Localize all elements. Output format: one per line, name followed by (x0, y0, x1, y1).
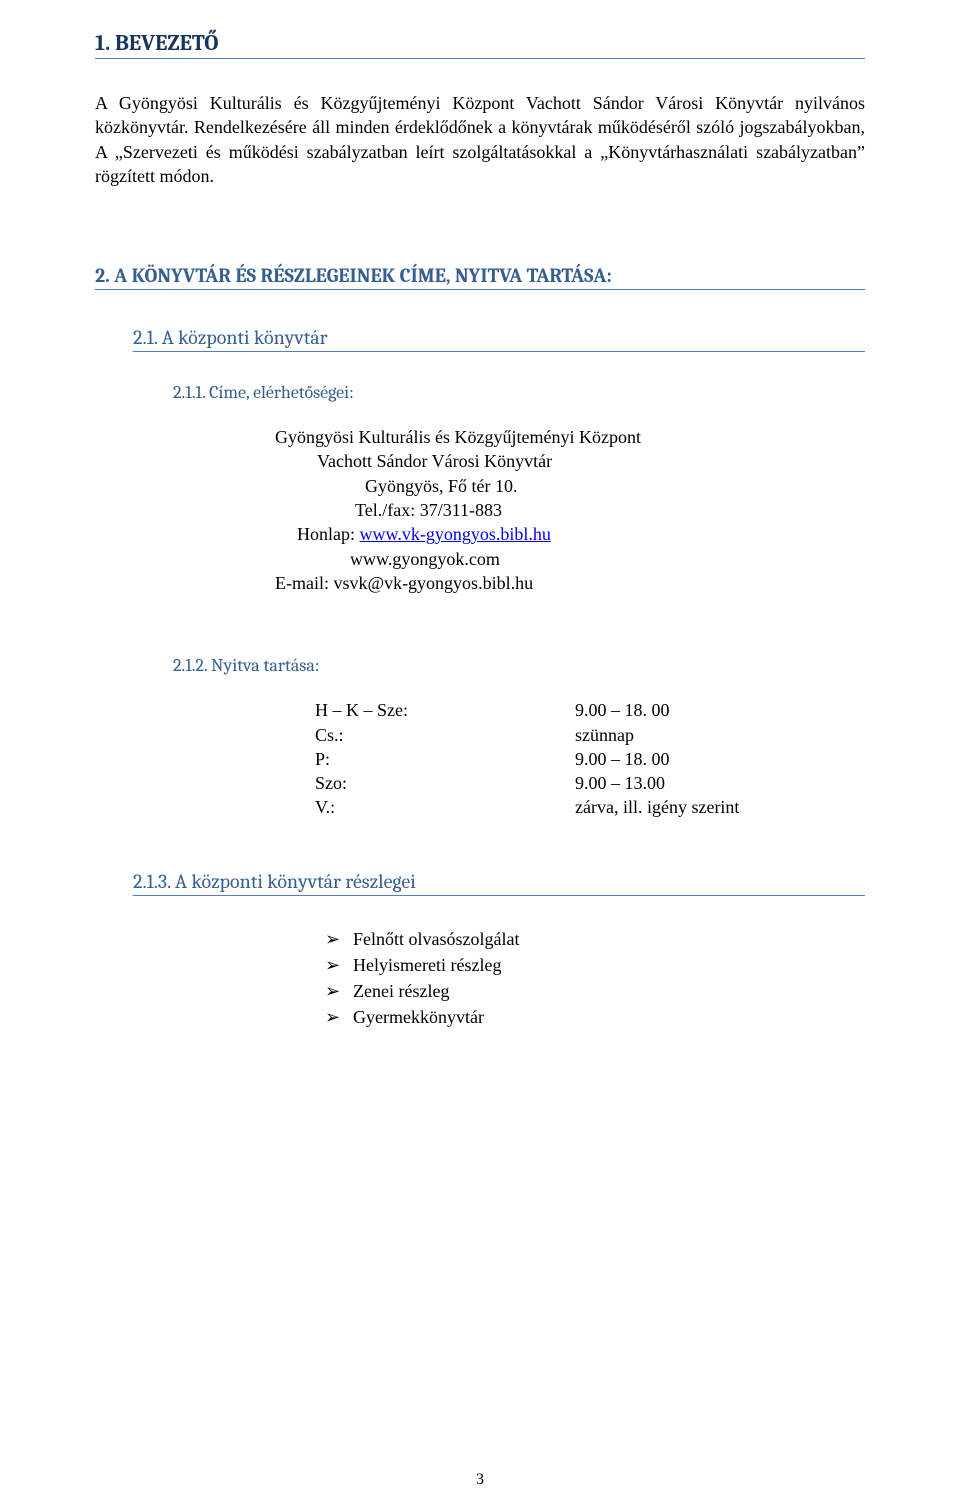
bullet-icon: ➢ (325, 978, 353, 1004)
contact-line-7: E-mail: vsvk@vk-gyongyos.bibl.hu (275, 571, 865, 595)
list-item: ➢ Helyismereti részleg (325, 952, 865, 978)
hours-day: Cs.: (315, 723, 575, 747)
section-1-title: 1. BEVEZETŐ (95, 30, 865, 59)
bullet-icon: ➢ (325, 1004, 353, 1030)
contact-line-5: Honlap: www.vk-gyongyos.bibl.hu (275, 522, 865, 546)
hours-time: 9.00 – 18. 00 (575, 747, 670, 771)
contact-block: Gyöngyösi Kulturális és Közgyűjteményi K… (275, 425, 865, 595)
section-2-1-3-title: 2.1.3. A központi könyvtár részlegei (133, 870, 865, 896)
list-item-text: Felnőtt olvasószolgálat (353, 926, 519, 952)
opening-hours: H – K – Sze: 9.00 – 18. 00 Cs.: szünnap … (315, 698, 865, 819)
section-2-1-title: 2.1. A központi könyvtár (133, 326, 865, 352)
list-item: ➢ Felnőtt olvasószolgálat (325, 926, 865, 952)
contact-line-3: Gyöngyös, Fő tér 10. (275, 474, 865, 498)
hours-time: szünnap (575, 723, 634, 747)
hours-row: Cs.: szünnap (315, 723, 865, 747)
bullet-icon: ➢ (325, 952, 353, 978)
departments-list: ➢ Felnőtt olvasószolgálat ➢ Helyismereti… (325, 926, 865, 1030)
hours-time: zárva, ill. igény szerint (575, 795, 739, 819)
list-item-text: Gyermekkönyvtár (353, 1004, 484, 1030)
list-item: ➢ Gyermekkönyvtár (325, 1004, 865, 1030)
hours-day: V.: (315, 795, 575, 819)
section-2-1-1-title: 2.1.1. Címe, elérhetőségei: (173, 382, 865, 403)
hours-row: V.: zárva, ill. igény szerint (315, 795, 865, 819)
contact-line-1: Gyöngyösi Kulturális és Közgyűjteményi K… (275, 425, 865, 449)
list-item-text: Helyismereti részleg (353, 952, 501, 978)
hours-row: H – K – Sze: 9.00 – 18. 00 (315, 698, 865, 722)
homepage-link[interactable]: www.vk-gyongyos.bibl.hu (360, 524, 551, 544)
hours-row: Szo: 9.00 – 13.00 (315, 771, 865, 795)
hours-day: Szo: (315, 771, 575, 795)
homepage-label: Honlap: (297, 524, 360, 544)
hours-row: P: 9.00 – 18. 00 (315, 747, 865, 771)
hours-day: H – K – Sze: (315, 698, 575, 722)
contact-line-4: Tel./fax: 37/311-883 (275, 498, 865, 522)
section-2-title: 2. A KÖNYVTÁR ÉS RÉSZLEGEINEK CÍME, NYIT… (95, 264, 865, 290)
section-2-1-2-title: 2.1.2. Nyitva tartása: (173, 655, 865, 676)
contact-line-2: Vachott Sándor Városi Könyvtár (275, 449, 865, 473)
page-number: 3 (0, 1471, 960, 1489)
hours-time: 9.00 – 18. 00 (575, 698, 670, 722)
hours-time: 9.00 – 13.00 (575, 771, 665, 795)
list-item: ➢ Zenei részleg (325, 978, 865, 1004)
hours-day: P: (315, 747, 575, 771)
list-item-text: Zenei részleg (353, 978, 449, 1004)
bullet-icon: ➢ (325, 926, 353, 952)
intro-paragraph: A Gyöngyösi Kulturális és Közgyűjteményi… (95, 91, 865, 188)
contact-line-6: www.gyongyok.com (275, 547, 865, 571)
